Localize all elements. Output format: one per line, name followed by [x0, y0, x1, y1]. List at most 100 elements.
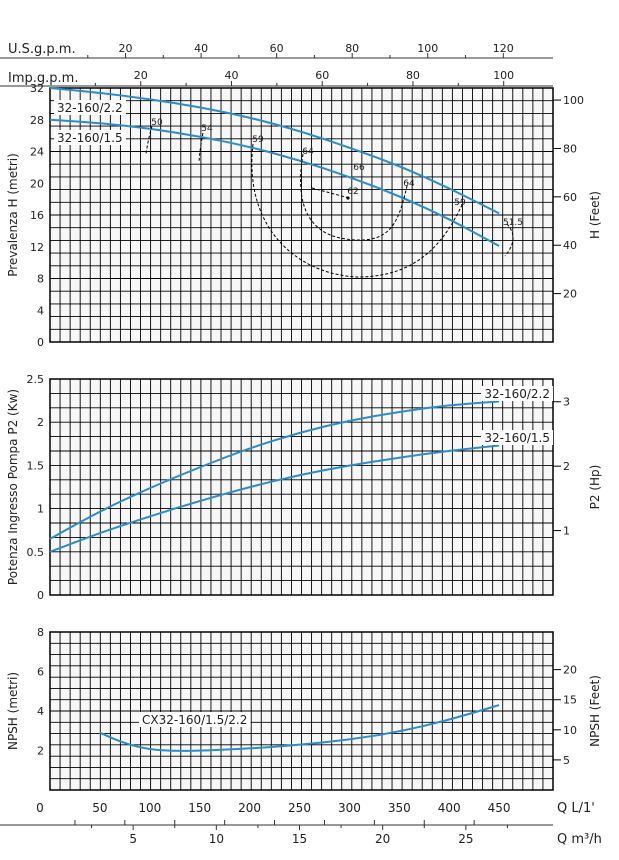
usgpm-tick-label: 80 [345, 42, 359, 55]
q-m3h-tick-label: 5 [129, 832, 137, 846]
head-y2-tick-label: 80 [563, 142, 577, 155]
head-y-tick-label: 8 [37, 273, 44, 286]
power-panel: 0 0.5 1 1.5 2 2.5 1 2 3 Potenza Ingresso Pompa P2… [6, 373, 602, 602]
q-lmin-axis-label: Q L/1' [557, 801, 595, 816]
head-y-tick-label: 32 [30, 82, 44, 95]
efficiency-label: 54 [201, 124, 213, 134]
npsh-series-label: CX32-160/1.5/2.2 [142, 713, 247, 727]
efficiency-peak-dot [346, 196, 350, 200]
usgpm-tick-label: 20 [119, 42, 133, 55]
npsh-y2-tick-label: 5 [563, 754, 570, 767]
efficiency-label: 51.5 [503, 218, 523, 228]
head-y2-tick-label: 20 [563, 288, 577, 301]
power-series-line [49, 400, 500, 540]
head-y-tick-label: 20 [30, 177, 44, 190]
efficiency-label: 50 [151, 118, 163, 128]
impgpm-tick-label: 80 [406, 69, 420, 82]
power-y2-tick-label: 3 [563, 396, 570, 409]
head-series-label-a-bg [54, 100, 126, 115]
usgpm-tick-label: 40 [194, 42, 208, 55]
power-series-label-a-bg [481, 386, 553, 401]
efficiency-curve-59 [251, 143, 463, 278]
power-y-tick-label: 2.5 [27, 373, 45, 386]
head-panel: 0 4 8 12 16 20 24 28 32 20 40 60 80 100 Prevalenza H (… [6, 82, 602, 349]
power-y2-axis-label: P2 (Hp) [588, 465, 602, 510]
power-y-tick-label: 0 [37, 589, 44, 602]
efficiency-label: 59 [252, 135, 264, 145]
npsh-y2-tick-label: 15 [563, 694, 577, 707]
npsh-y2-axis-label: NPSH (Feet) [588, 675, 602, 747]
impgpm-tick-label: 40 [224, 69, 238, 82]
usgpm-tick-label: 120 [493, 42, 514, 55]
npsh-y-tick-label: 2 [37, 745, 44, 758]
power-y-tick-label: 1.5 [27, 459, 45, 472]
impgpm-axis-label: Imp.g.p.m. [8, 71, 78, 86]
usgpm-axis-label: U.S.g.p.m. [8, 42, 76, 57]
q-lmin-tick-label: 50 [92, 801, 107, 815]
efficiency-curve-66 [311, 187, 350, 199]
head-y2-tick-label: 40 [563, 239, 577, 252]
npsh-y2-tick-label: 10 [563, 724, 577, 737]
efficiency-label: 66 [353, 163, 365, 173]
efficiency-label: 62 [347, 187, 358, 197]
npsh-series-label-bg [139, 712, 251, 727]
q-lmin-tick-label: 350 [388, 801, 411, 815]
head-y-tick-label: 16 [30, 209, 44, 222]
q-m3h-tick-label: 20 [375, 832, 390, 846]
impgpm-tick-label: 100 [493, 69, 514, 82]
head-series-line [49, 118, 500, 247]
power-series-label-b: 32-160/1.5 [484, 431, 550, 445]
q-lmin-tick-label: 0 [36, 801, 44, 815]
q-lmin-tick-label: 100 [138, 801, 161, 815]
power-y2-tick-label: 2 [563, 460, 570, 473]
q-m3h-tick-label: 10 [209, 832, 224, 846]
q-lmin-tick-label: 450 [488, 801, 511, 815]
head-series-label-b-bg [54, 130, 126, 145]
efficiency-curve-64 [300, 153, 409, 241]
q-m3h-tick-label: 15 [292, 832, 307, 846]
usgpm-tick-label: 100 [417, 42, 438, 55]
head-y-tick-label: 28 [30, 114, 44, 127]
efficiency-curve-50 [145, 125, 153, 155]
head-y2-axis-label: H (Feet) [588, 191, 602, 239]
npsh-panel: 2 4 6 8 5 10 15 20 NPSH (metri) NPSH (Feet) [6, 626, 602, 791]
power-y2-tick-label: 1 [563, 525, 570, 538]
head-y-tick-label: 24 [30, 146, 44, 159]
efficiency-curve-54 [198, 132, 204, 163]
power-y-tick-label: 2 [37, 416, 44, 429]
q-lmin-tick-label: 150 [188, 801, 211, 815]
power-series-line [49, 444, 500, 553]
head-y2-tick-label: 60 [563, 191, 577, 204]
q-lmin-tick-label: 250 [288, 801, 311, 815]
q-m3h-axis-label: Q m³/h [557, 832, 602, 847]
head-y-axis-label: Prevalenza H (metri) [6, 153, 20, 277]
head-y-tick-label: 0 [37, 336, 44, 349]
head-y2-tick-label: 100 [563, 94, 584, 107]
power-series-label-b-bg [481, 430, 553, 445]
q-m3h-tick-label: 25 [458, 832, 473, 846]
npsh-series-line [99, 704, 500, 752]
head-y-tick-label: 4 [37, 304, 44, 317]
q-lmin-tick-label: 300 [338, 801, 361, 815]
power-y-tick-label: 1 [37, 503, 44, 516]
head-series-line [49, 87, 500, 215]
npsh-y-tick-label: 8 [37, 626, 44, 639]
power-y-tick-label: 0.5 [27, 546, 45, 559]
head-y-tick-label: 12 [30, 241, 44, 254]
efficiency-label: 59 [454, 198, 466, 208]
efficiency-label: 64 [403, 179, 415, 189]
efficiency-curve-51-5 [504, 223, 514, 257]
power-y-axis-label: Potenza Ingresso Pompa P2 (Kw) [6, 389, 20, 585]
power-series-label-a: 32-160/2.2 [484, 387, 550, 401]
npsh-y-axis-label: NPSH (metri) [6, 672, 20, 750]
npsh-y2-tick-label: 20 [563, 664, 577, 677]
head-series-label-b: 32-160/1.5 [57, 131, 123, 145]
impgpm-tick-label: 60 [315, 69, 329, 82]
efficiency-label: 64 [302, 147, 314, 157]
usgpm-tick-label: 60 [270, 42, 284, 55]
npsh-y-tick-label: 4 [37, 705, 44, 718]
q-lmin-tick-label: 200 [238, 801, 261, 815]
head-series-label-a: 32-160/2.2 [57, 101, 123, 115]
q-lmin-tick-label: 400 [438, 801, 461, 815]
